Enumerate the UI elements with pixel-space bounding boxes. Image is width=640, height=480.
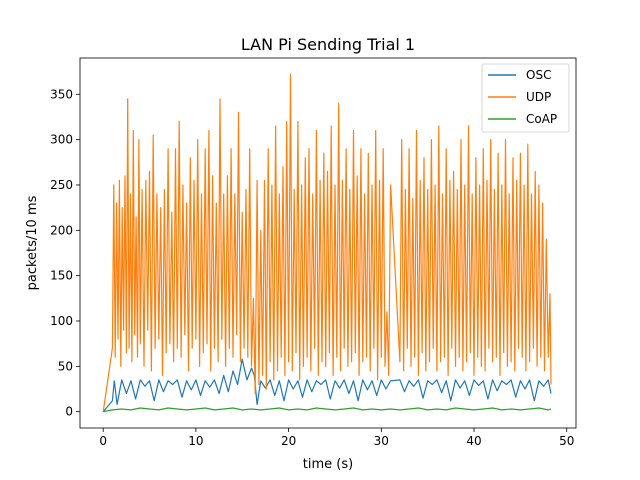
x-tick-label: 0 <box>99 434 107 448</box>
y-tick-label: 100 <box>50 314 73 328</box>
y-tick-label: 50 <box>58 359 73 373</box>
legend-entries: OSC UDP CoAP <box>488 68 557 126</box>
x-tick-label: 20 <box>281 434 296 448</box>
y-tick-label: 150 <box>50 269 73 283</box>
legend-label-udp: UDP <box>526 90 551 104</box>
legend: OSC UDP CoAP <box>481 63 570 133</box>
x-tick-label: 10 <box>188 434 203 448</box>
chart-title: LAN Pi Sending Trial 1 <box>241 35 415 54</box>
y-axis-label: packets/10 ms <box>25 195 40 290</box>
x-tick-label: 30 <box>374 434 389 448</box>
y-tick-label: 250 <box>50 178 73 192</box>
x-tick-label: 40 <box>466 434 481 448</box>
x-axis-label: time (s) <box>303 457 353 472</box>
x-tick-label: 50 <box>559 434 574 448</box>
x-axis: 0 10 20 30 40 50 <box>99 428 574 448</box>
y-tick-label: 350 <box>50 87 73 101</box>
y-tick-label: 200 <box>50 223 73 237</box>
plot-frame <box>79 57 577 429</box>
legend-box <box>481 63 570 133</box>
series-line-osc <box>102 358 552 413</box>
series-layer <box>102 73 552 413</box>
y-tick-label: 0 <box>65 405 73 419</box>
legend-label-coap: CoAP <box>526 112 557 126</box>
series-line-udp <box>102 73 552 412</box>
legend-label-osc: OSC <box>526 68 551 82</box>
series-line-coap <box>103 407 552 413</box>
y-axis: 0 50 100 150 200 250 300 350 <box>50 87 80 419</box>
y-tick-label: 300 <box>50 133 73 147</box>
